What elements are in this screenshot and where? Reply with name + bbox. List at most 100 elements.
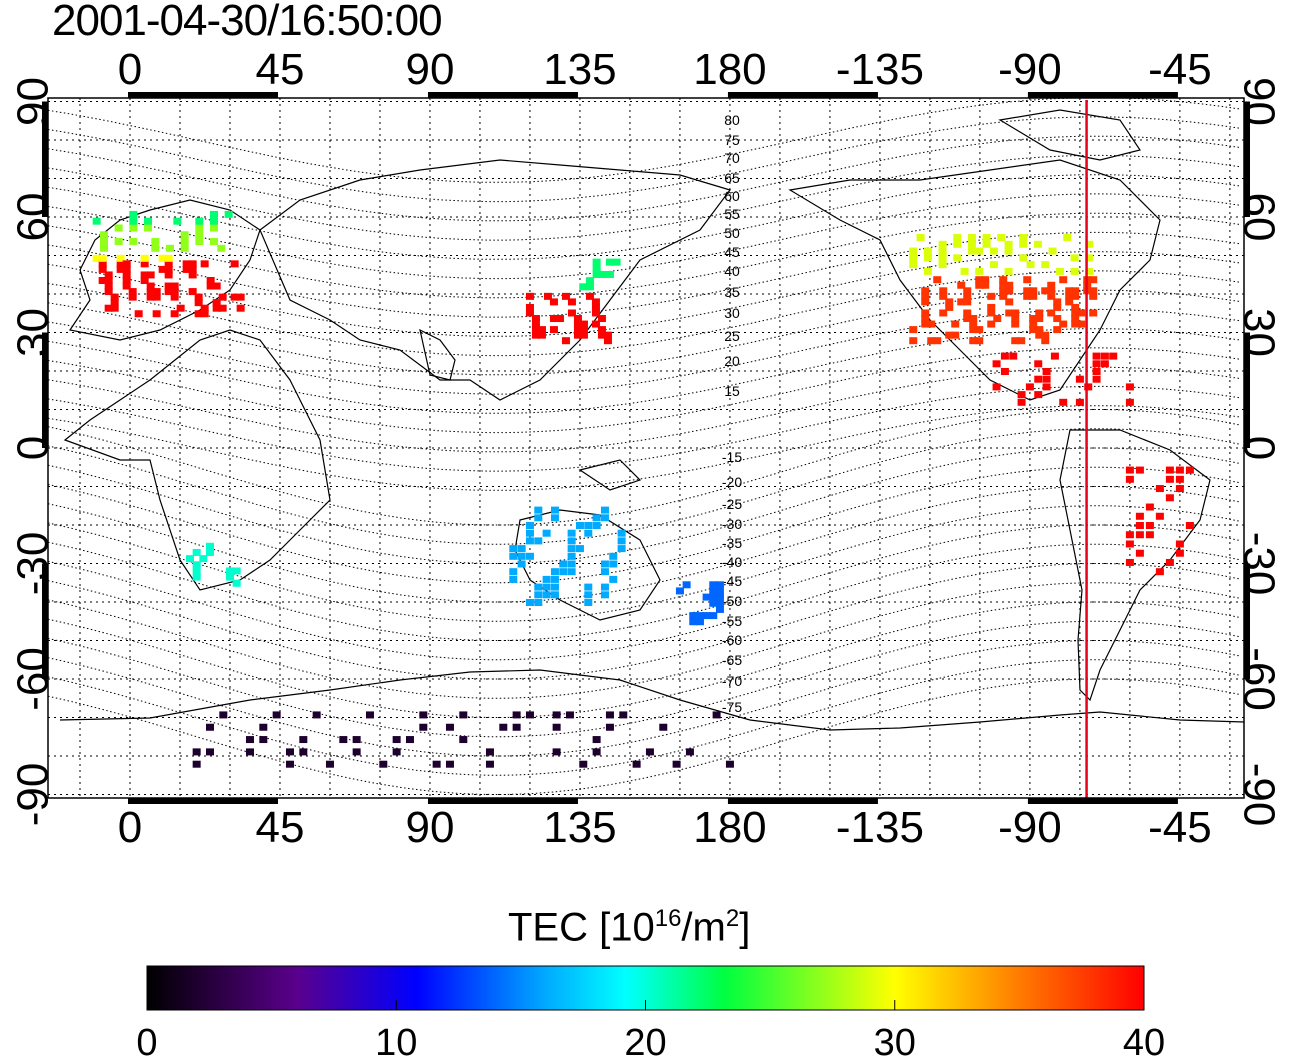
tec-point <box>605 723 614 731</box>
tec-point <box>525 522 534 529</box>
left-lat-tick-label: 0 <box>9 436 58 460</box>
tec-point <box>200 260 209 268</box>
tec-point <box>921 292 930 300</box>
tec-point <box>98 254 107 262</box>
tec-point <box>116 260 125 268</box>
tec-point <box>517 560 526 568</box>
tec-point <box>534 599 543 606</box>
contour-label: -30 <box>722 516 742 532</box>
tec-point <box>195 217 204 225</box>
tec-point <box>245 736 254 744</box>
tec-point <box>1011 315 1020 323</box>
colorbar-title-exponent: 16 <box>654 905 682 932</box>
tec-point <box>1041 331 1050 339</box>
tec-point <box>1077 320 1086 328</box>
tec-point <box>140 276 149 284</box>
tec-point <box>170 293 179 301</box>
tec-point <box>151 244 160 252</box>
tec-point <box>549 326 558 334</box>
tec-point <box>992 383 1001 391</box>
tec-point <box>987 303 996 311</box>
bottom-lon-tick-label: -90 <box>998 803 1062 852</box>
tec-point <box>1029 292 1038 300</box>
top-longitude-ticks: 0 45 90 135 180 -135 -90 -45 <box>118 45 1212 94</box>
tec-point <box>989 247 998 255</box>
contour-label: -65 <box>722 652 742 668</box>
tec-point <box>104 276 113 284</box>
tec-point <box>550 591 559 599</box>
tec-point <box>997 234 1006 242</box>
tec-point <box>975 326 984 334</box>
tec-point <box>158 254 167 262</box>
tec-point <box>110 304 119 312</box>
tec-point <box>945 303 954 311</box>
tec-point <box>1041 287 1050 295</box>
tec-point <box>709 593 718 601</box>
tec-point <box>927 337 936 345</box>
tec-point <box>1053 303 1062 311</box>
tec-point <box>534 591 543 599</box>
tec-point <box>122 276 131 284</box>
tec-point <box>170 288 179 296</box>
contour-label: 65 <box>724 170 740 186</box>
tec-point <box>192 760 201 768</box>
colorbar-title: TEC [1016/m2] <box>508 905 750 950</box>
tec-point <box>230 293 239 301</box>
tec-point <box>170 282 179 290</box>
tec-point <box>975 247 984 255</box>
contour-label: 25 <box>724 328 740 344</box>
tec-point <box>180 231 189 239</box>
colorbar-tick-label: 30 <box>874 1022 916 1057</box>
tec-point <box>146 271 155 279</box>
tec-point <box>1175 466 1184 474</box>
tec-point <box>225 573 234 581</box>
tec-point <box>591 320 600 328</box>
tec-point <box>312 711 321 719</box>
tec-point <box>682 581 691 589</box>
tec-point <box>1053 315 1062 323</box>
tec-point <box>176 304 185 312</box>
tec-point <box>152 288 161 296</box>
tec-point <box>1059 398 1068 406</box>
tec-point <box>1035 331 1044 339</box>
tec-point <box>188 265 197 273</box>
tec-point <box>975 267 984 275</box>
top-lon-tick-label: 180 <box>693 45 766 94</box>
tec-point <box>715 593 724 601</box>
tec-point <box>1155 568 1164 576</box>
tec-point <box>164 265 173 273</box>
tec-point <box>509 575 518 583</box>
tec-point <box>1026 261 1035 269</box>
tec-point <box>1165 466 1174 474</box>
tec-point <box>1071 303 1080 311</box>
tec-point <box>591 298 600 306</box>
tec-point <box>550 568 559 576</box>
tec-point <box>525 309 534 317</box>
tec-point <box>194 310 203 318</box>
tec-point <box>725 760 734 768</box>
tec-point <box>591 303 600 311</box>
tec-point <box>1075 375 1084 383</box>
bottom-longitude-ticks: 0 45 90 135 180 -135 -90 -45 <box>118 803 1212 852</box>
bottom-lon-tick-label: -45 <box>1148 803 1212 852</box>
tec-point <box>1135 512 1144 520</box>
tec-point <box>549 315 558 323</box>
tec-point <box>969 337 978 345</box>
tec-point <box>110 299 119 307</box>
tec-point <box>1034 360 1043 368</box>
magnetic-latitude-contours: 80 75 70 65 60 55 50 45 40 35 30 25 20 15 -15 -20 -25 -30… <box>48 98 1241 795</box>
tec-point <box>933 276 942 284</box>
tec-point <box>509 568 518 576</box>
tec-point <box>967 247 976 255</box>
tec-point <box>1047 281 1056 289</box>
tec-point <box>1041 337 1050 345</box>
tec-point <box>158 265 167 273</box>
tec-point <box>939 309 948 317</box>
contour-label: 75 <box>724 132 740 148</box>
tec-point <box>128 288 137 296</box>
tec-point <box>517 552 526 560</box>
top-lon-tick-label: -90 <box>998 45 1062 94</box>
tec-point <box>909 254 918 262</box>
tec-point <box>531 326 540 334</box>
tec-point <box>953 254 962 262</box>
